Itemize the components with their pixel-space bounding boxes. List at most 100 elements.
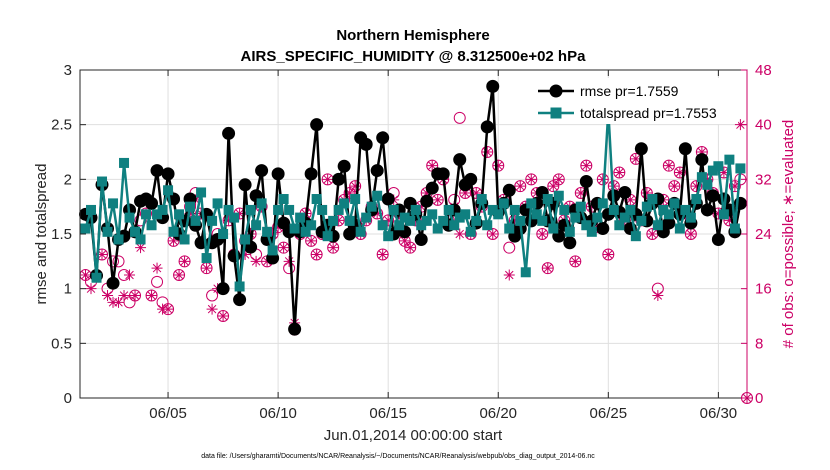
totalspread-point	[630, 231, 641, 242]
totalspread-point	[427, 209, 438, 220]
totalspread-point	[399, 212, 410, 223]
totalspread-point	[570, 212, 581, 223]
chart-subtitle: AIRS_SPECIFIC_HUMIDITY @ 8.312500e+02 hP…	[241, 48, 587, 65]
obs-evaluated-point	[239, 249, 251, 260]
y-tick-label: 1.5	[51, 226, 72, 243]
y-tick-label: 2.5	[51, 117, 72, 134]
rmse-point	[711, 232, 725, 246]
totalspread-point	[658, 204, 669, 215]
obs-evaluated-point	[168, 235, 180, 247]
obs-evaluated-point	[459, 187, 471, 199]
rmse-point	[414, 232, 428, 246]
obs-evaluated-point	[107, 296, 119, 308]
totalspread-point	[135, 234, 146, 245]
totalspread-point	[526, 198, 537, 209]
totalspread-point	[619, 212, 630, 223]
obs-evaluated-point	[597, 173, 609, 185]
obs-evaluated-point	[421, 187, 433, 199]
obs-evaluated-point	[569, 255, 581, 267]
obs-evaluated-point	[542, 262, 554, 274]
totalspread-point	[487, 204, 498, 215]
totalspread-point	[273, 204, 284, 215]
obs-evaluated-point	[652, 290, 664, 301]
totalspread-point	[262, 226, 273, 237]
obs-evaluated-point	[333, 214, 345, 226]
obs-evaluated-point	[311, 249, 323, 260]
totalspread-point	[361, 212, 372, 223]
rmse-point	[425, 181, 439, 195]
totalspread-point	[515, 215, 526, 226]
totalspread-point	[328, 215, 339, 226]
obs-evaluated-point	[201, 262, 213, 274]
totalspread-point	[509, 204, 520, 215]
totalspread-point	[460, 209, 471, 220]
obs-evaluated-point	[399, 235, 411, 247]
obs-evaluated-point	[344, 187, 356, 199]
totalspread-point	[625, 204, 636, 215]
y-axis-label: rmse and totalspread	[33, 164, 50, 305]
rmse-point	[381, 192, 395, 206]
totalspread-point	[256, 198, 267, 209]
obs-evaluated-point	[250, 255, 262, 267]
totalspread-point	[289, 223, 300, 234]
totalspread-point	[691, 194, 702, 205]
obs-evaluated-point	[404, 242, 416, 254]
totalspread-point	[201, 253, 212, 264]
obs-evaluated-point	[701, 173, 713, 185]
totalspread-point	[735, 163, 746, 174]
totalspread-point	[333, 204, 344, 215]
totalspread-point	[102, 226, 113, 237]
totalspread-point	[229, 212, 240, 223]
obs-possible-point	[453, 111, 466, 124]
totalspread-point	[113, 234, 124, 245]
obs-evaluated-point	[96, 249, 108, 260]
obs-evaluated-point	[415, 201, 427, 213]
totalspread-point	[696, 172, 707, 183]
rmse-point	[238, 178, 252, 192]
totalspread-point	[306, 220, 317, 231]
obs-evaluated-point	[547, 180, 559, 192]
totalspread-point	[86, 204, 97, 215]
obs-evaluated-point	[481, 146, 493, 158]
totalspread-point	[218, 229, 229, 239]
obs-evaluated-point	[135, 242, 147, 254]
rmse-point	[288, 322, 302, 336]
obs-evaluated-point	[173, 269, 185, 281]
totalspread-point	[372, 190, 383, 201]
x-tick-label: 06/10	[259, 405, 297, 422]
totalspread-point	[641, 201, 652, 212]
legend-rmse-label: rmse pr=1.7559	[580, 83, 679, 99]
rmse-point	[662, 216, 676, 230]
obs-evaluated-point	[514, 180, 526, 192]
obs-evaluated-point	[322, 173, 334, 185]
totalspread-point	[586, 226, 597, 237]
rmse-point	[678, 142, 692, 156]
obs-evaluated-point	[206, 303, 218, 315]
totalspread-point	[108, 198, 119, 209]
obs-evaluated-point	[525, 173, 537, 185]
obs-evaluated-point	[113, 296, 125, 308]
totalspread-point	[130, 226, 141, 237]
axis-ticks: 06/05 06/10 06/15 06/20 06/25 06/30 0 0.5 1 1.5 2 2…	[51, 62, 772, 422]
rmse-point	[700, 203, 714, 217]
obs-evaluated-point	[454, 228, 466, 240]
obs-evaluated-point	[129, 290, 141, 301]
totalspread-point	[592, 212, 603, 223]
obs-possible-point	[107, 255, 120, 268]
obs-evaluated-point	[432, 194, 444, 206]
obs-evaluated-point	[267, 228, 279, 240]
totalspread-point	[713, 161, 724, 172]
totalspread-point	[597, 198, 608, 209]
totalspread-point	[124, 212, 135, 223]
totalspread-point	[350, 194, 361, 205]
rmse-point	[332, 172, 346, 186]
totalspread-point	[168, 226, 179, 237]
obs-evaluated-point	[487, 228, 499, 240]
obs-evaluated-point	[729, 180, 741, 192]
totalspread-point	[421, 215, 432, 226]
obs-evaluated-point	[151, 262, 163, 274]
totalspread-point	[141, 209, 152, 220]
rmse-point	[634, 142, 648, 156]
totalspread-point	[548, 223, 559, 234]
obs-evaluated-point	[641, 187, 653, 199]
